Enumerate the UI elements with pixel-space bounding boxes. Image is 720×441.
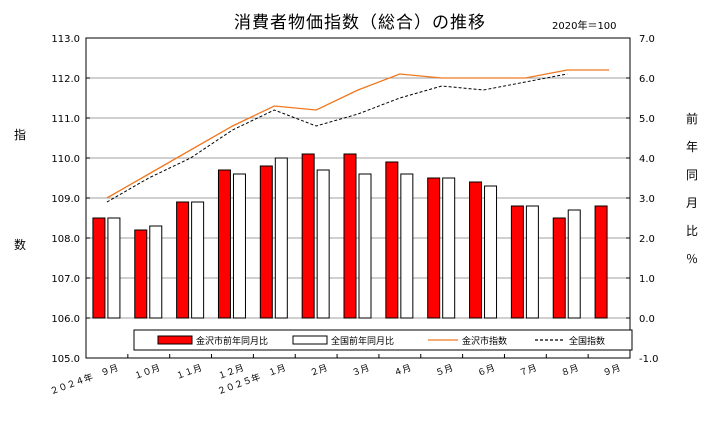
bar-kanazawa-yoy xyxy=(427,177,441,319)
legend-label: 金沢市指数 xyxy=(462,335,507,347)
x-tick-label: ２０２４年 ９月 xyxy=(48,362,120,398)
right-tick-label: 2.0 xyxy=(639,234,655,245)
x-tick-label: １１月 xyxy=(174,362,203,382)
legend-swatch xyxy=(157,335,193,345)
line-kanazawa-index xyxy=(106,69,610,199)
left-tick-label: 112.0 xyxy=(51,74,80,85)
right-axis-label-char-5: 比 xyxy=(685,224,698,238)
bar-kanazawa-yoy xyxy=(469,181,483,319)
right-tick-label: 4.0 xyxy=(639,154,655,165)
right-axis-label-char-2: 年 xyxy=(685,140,698,154)
bar-national-yoy xyxy=(358,173,372,319)
bar-kanazawa-yoy xyxy=(92,217,106,319)
bar-kanazawa-yoy xyxy=(217,169,231,319)
bar-kanazawa-yoy xyxy=(343,153,357,319)
x-tick-label: ６月 xyxy=(476,362,497,378)
bar-national-yoy xyxy=(525,205,539,319)
bar-kanazawa-yoy xyxy=(552,217,566,319)
bar-kanazawa-yoy xyxy=(510,205,524,319)
left-tick-label: 109.0 xyxy=(51,194,80,205)
legend-label: 金沢市前年同月比 xyxy=(196,335,268,347)
right-axis-label-char-6: ％ xyxy=(685,252,698,266)
right-tick-label: 5.0 xyxy=(639,114,655,125)
bar-kanazawa-yoy xyxy=(134,229,148,319)
bar-national-yoy xyxy=(316,169,330,319)
x-tick-label: ４月 xyxy=(392,362,413,378)
legend-label: 全国前年同月比 xyxy=(331,335,394,347)
chart-title: 消費者物価指数（総合）の推移 xyxy=(234,13,486,33)
bar-kanazawa-yoy xyxy=(385,161,399,319)
left-axis-label-char-1: 指 xyxy=(14,128,27,142)
right-tick-label: 3.0 xyxy=(639,194,655,205)
bar-national-yoy xyxy=(191,201,205,319)
legend-box xyxy=(133,329,633,351)
left-axis-label-char-2: 数 xyxy=(14,238,27,252)
left-tick-label: 106.0 xyxy=(51,314,80,325)
right-axis-label-char-1: 前 xyxy=(685,112,698,126)
bar-kanazawa-yoy xyxy=(594,205,608,319)
x-tick-label: ５月 xyxy=(434,362,455,378)
bar-kanazawa-yoy xyxy=(259,165,273,319)
bar-national-yoy xyxy=(442,177,456,319)
left-tick-label: 113.0 xyxy=(51,34,80,45)
right-axis-label: 前 年 同 月 比 ％ xyxy=(684,105,700,273)
bar-national-yoy xyxy=(274,157,288,319)
x-tick-label: ７月 xyxy=(518,362,539,378)
right-tick-label: 7.0 xyxy=(639,34,655,45)
x-tick-label: ９月 xyxy=(601,362,622,378)
x-tick-label: ３月 xyxy=(350,362,371,378)
left-tick-label: 110.0 xyxy=(51,154,80,165)
bar-national-yoy xyxy=(400,173,414,319)
bar-kanazawa-yoy xyxy=(301,153,315,319)
bar-national-yoy xyxy=(232,173,246,319)
right-axis-label-char-3: 同 xyxy=(685,168,698,182)
base-year-note: 2020年＝100 xyxy=(552,21,617,32)
bar-national-yoy xyxy=(107,217,121,319)
right-axis-label-char-4: 月 xyxy=(685,196,698,210)
x-tick-label: ８月 xyxy=(560,362,581,378)
left-tick-label: 108.0 xyxy=(51,234,80,245)
bar-national-yoy xyxy=(484,185,498,319)
left-tick-label: 107.0 xyxy=(51,274,80,285)
legend-label: 全国指数 xyxy=(569,335,605,347)
left-tick-label: 111.0 xyxy=(51,114,80,125)
right-tick-label: 1.0 xyxy=(639,274,655,285)
bar-kanazawa-yoy xyxy=(176,201,190,319)
bar-national-yoy xyxy=(149,225,163,319)
right-tick-label: 0.0 xyxy=(639,314,655,325)
legend-swatch xyxy=(292,335,328,345)
left-tick-label: 105.0 xyxy=(51,354,80,365)
right-tick-label: 6.0 xyxy=(639,74,655,85)
bar-national-yoy xyxy=(567,209,581,319)
x-tick-label: ２月 xyxy=(308,362,329,378)
line-national-index xyxy=(106,73,568,203)
right-tick-label: -1.0 xyxy=(639,354,659,365)
x-tick-label: １０月 xyxy=(133,362,162,382)
